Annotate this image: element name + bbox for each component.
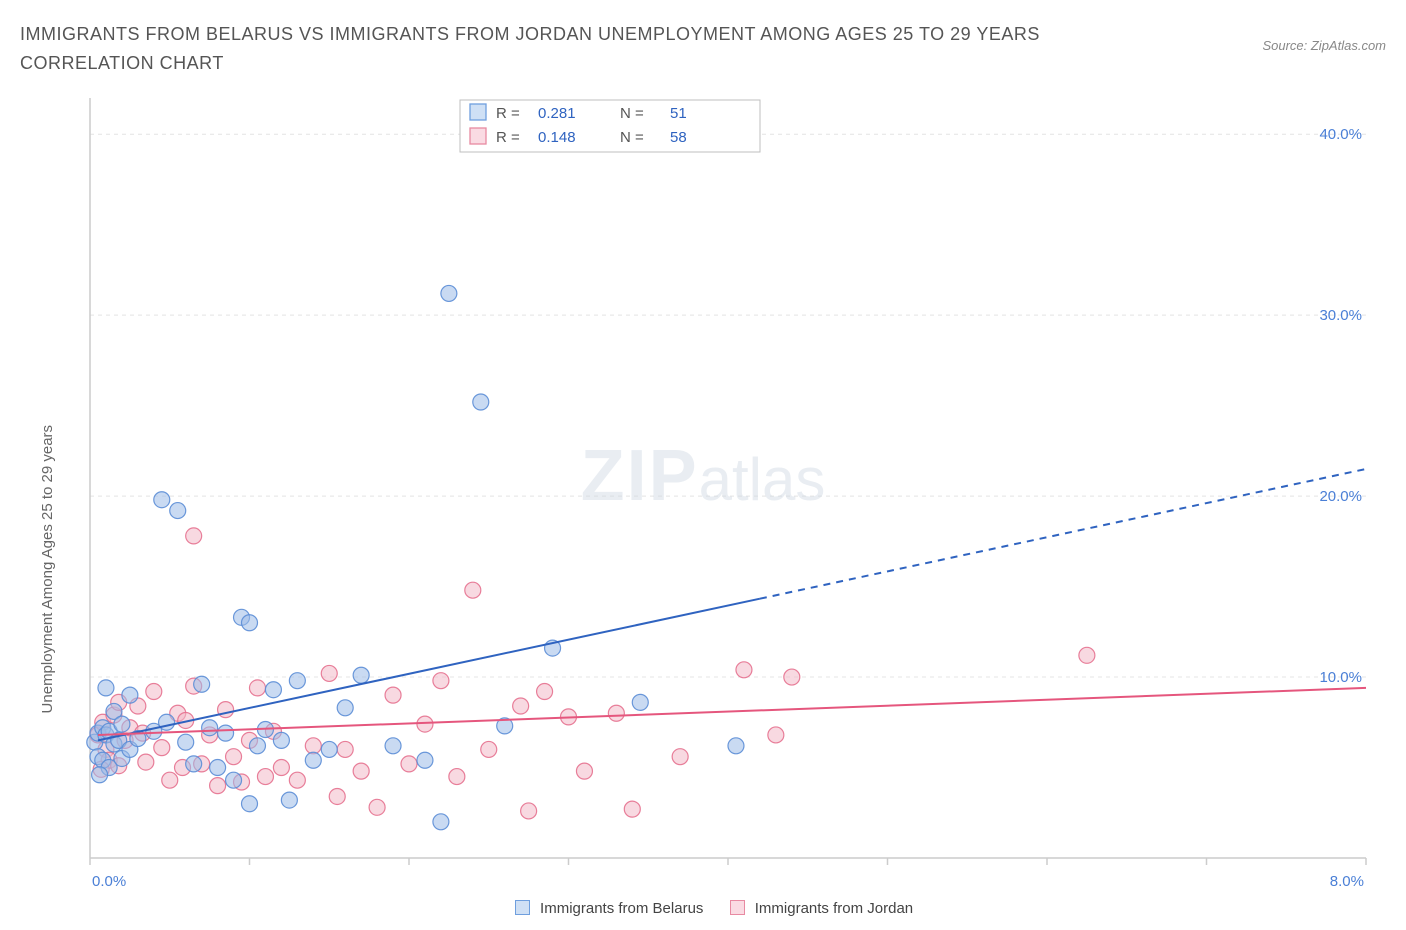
header-row: IMMIGRANTS FROM BELARUS VS IMMIGRANTS FR… (20, 20, 1386, 78)
svg-text:Unemployment Among Ages 25 to: Unemployment Among Ages 25 to 29 years (39, 425, 56, 714)
svg-text:51: 51 (670, 105, 687, 122)
legend-label-belarus: Immigrants from Belarus (540, 900, 703, 917)
source-label: Source: ZipAtlas.com (1262, 38, 1386, 53)
svg-text:30.0%: 30.0% (1319, 307, 1362, 324)
chart-title: IMMIGRANTS FROM BELARUS VS IMMIGRANTS FR… (20, 20, 1120, 78)
svg-text:0.281: 0.281 (538, 105, 576, 122)
svg-text:N =: N = (620, 129, 644, 146)
svg-text:R =: R = (496, 105, 520, 122)
svg-text:0.148: 0.148 (538, 129, 576, 146)
svg-text:0.0%: 0.0% (92, 873, 126, 890)
svg-text:58: 58 (670, 129, 687, 146)
bottom-legend: Immigrants from Belarus Immigrants from … (20, 900, 1386, 917)
svg-text:10.0%: 10.0% (1319, 669, 1362, 686)
chart-container: 10.0% 20.0% 30.0% 40.0% 0.0% 8.0% Unemployment… (20, 88, 1386, 898)
legend-swatch-belarus (515, 900, 530, 915)
legend-label-jordan: Immigrants from Jordan (755, 900, 913, 917)
legend-swatch-jordan (730, 900, 745, 915)
svg-text:N =: N = (620, 105, 644, 122)
svg-text:8.0%: 8.0% (1330, 873, 1364, 890)
svg-text:20.0%: 20.0% (1319, 488, 1362, 505)
svg-text:40.0%: 40.0% (1319, 126, 1362, 143)
svg-text:R =: R = (496, 129, 520, 146)
scatter-chart: 10.0% 20.0% 30.0% 40.0% 0.0% 8.0% Unemployment… (20, 88, 1386, 898)
